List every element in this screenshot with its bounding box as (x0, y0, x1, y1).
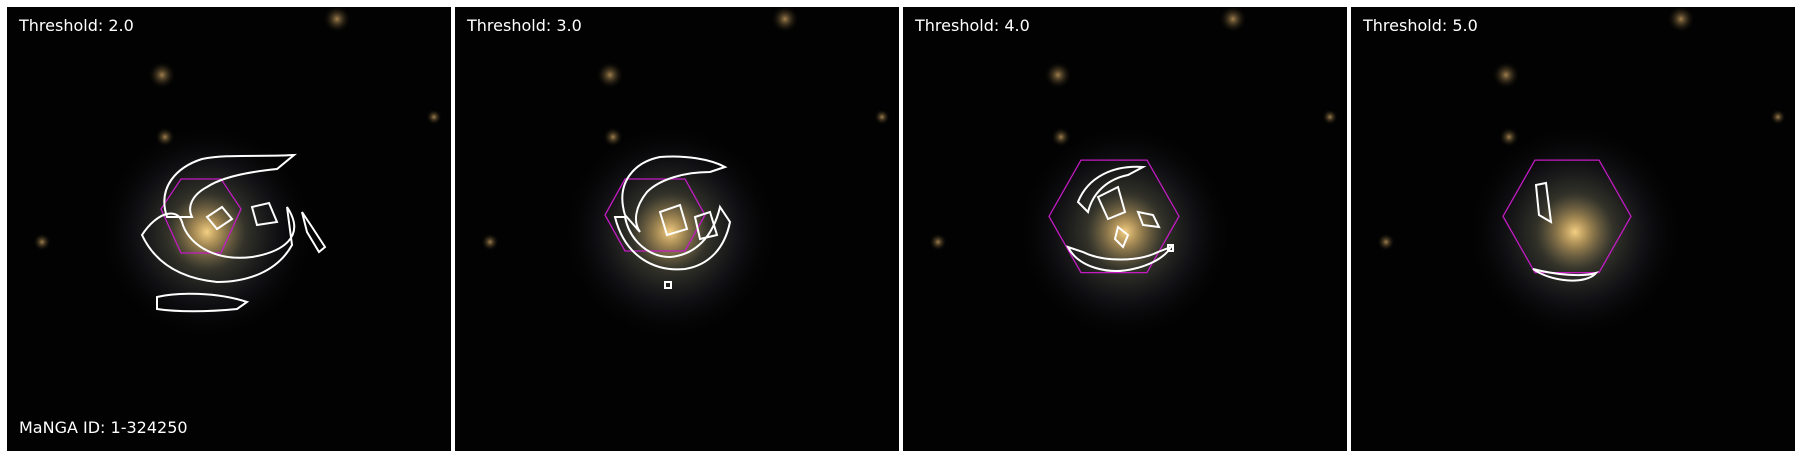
threshold-label: Threshold: 3.0 (467, 16, 582, 35)
star (323, 7, 351, 33)
star (426, 109, 442, 125)
panel-threshold-2: Threshold: 2.0 MaNGA ID: 1-324250 (7, 7, 451, 451)
ifu-hexagon (160, 178, 242, 254)
ifu-hexagon (604, 178, 706, 252)
ifu-hexagon (1502, 159, 1632, 274)
star (874, 109, 890, 125)
galaxy-image (455, 7, 899, 451)
star (1377, 233, 1395, 251)
star (1044, 61, 1072, 89)
contour-overlay (1066, 165, 1174, 272)
star (1770, 109, 1786, 125)
galaxy-image (7, 7, 451, 451)
star (1492, 61, 1520, 89)
star (1219, 7, 1247, 33)
star (481, 233, 499, 251)
contour-overlay (140, 153, 327, 313)
star (596, 61, 624, 89)
star (33, 233, 51, 251)
contour-overlay (613, 155, 732, 289)
star (1667, 7, 1695, 33)
panel-threshold-4: Threshold: 4.0 (903, 7, 1347, 451)
threshold-label: Threshold: 5.0 (1363, 16, 1478, 35)
manga-id-label: MaNGA ID: 1-324250 (19, 418, 188, 437)
ifu-hexagon (1048, 159, 1180, 274)
contour-overlay (1532, 181, 1599, 282)
galaxy-image (1351, 7, 1795, 451)
star (603, 127, 623, 147)
panel-threshold-3: Threshold: 3.0 (455, 7, 899, 451)
star (1499, 127, 1519, 147)
galaxy-image (903, 7, 1347, 451)
galaxy-glow (1465, 122, 1685, 342)
star (155, 127, 175, 147)
galaxy-glow (560, 122, 780, 342)
star (148, 61, 176, 89)
galaxy-glow (97, 122, 317, 342)
star (929, 233, 947, 251)
star (1322, 109, 1338, 125)
panel-threshold-5: Threshold: 5.0 (1351, 7, 1795, 451)
star (771, 7, 799, 33)
star (1051, 127, 1071, 147)
threshold-label: Threshold: 2.0 (19, 16, 134, 35)
threshold-label: Threshold: 4.0 (915, 16, 1030, 35)
